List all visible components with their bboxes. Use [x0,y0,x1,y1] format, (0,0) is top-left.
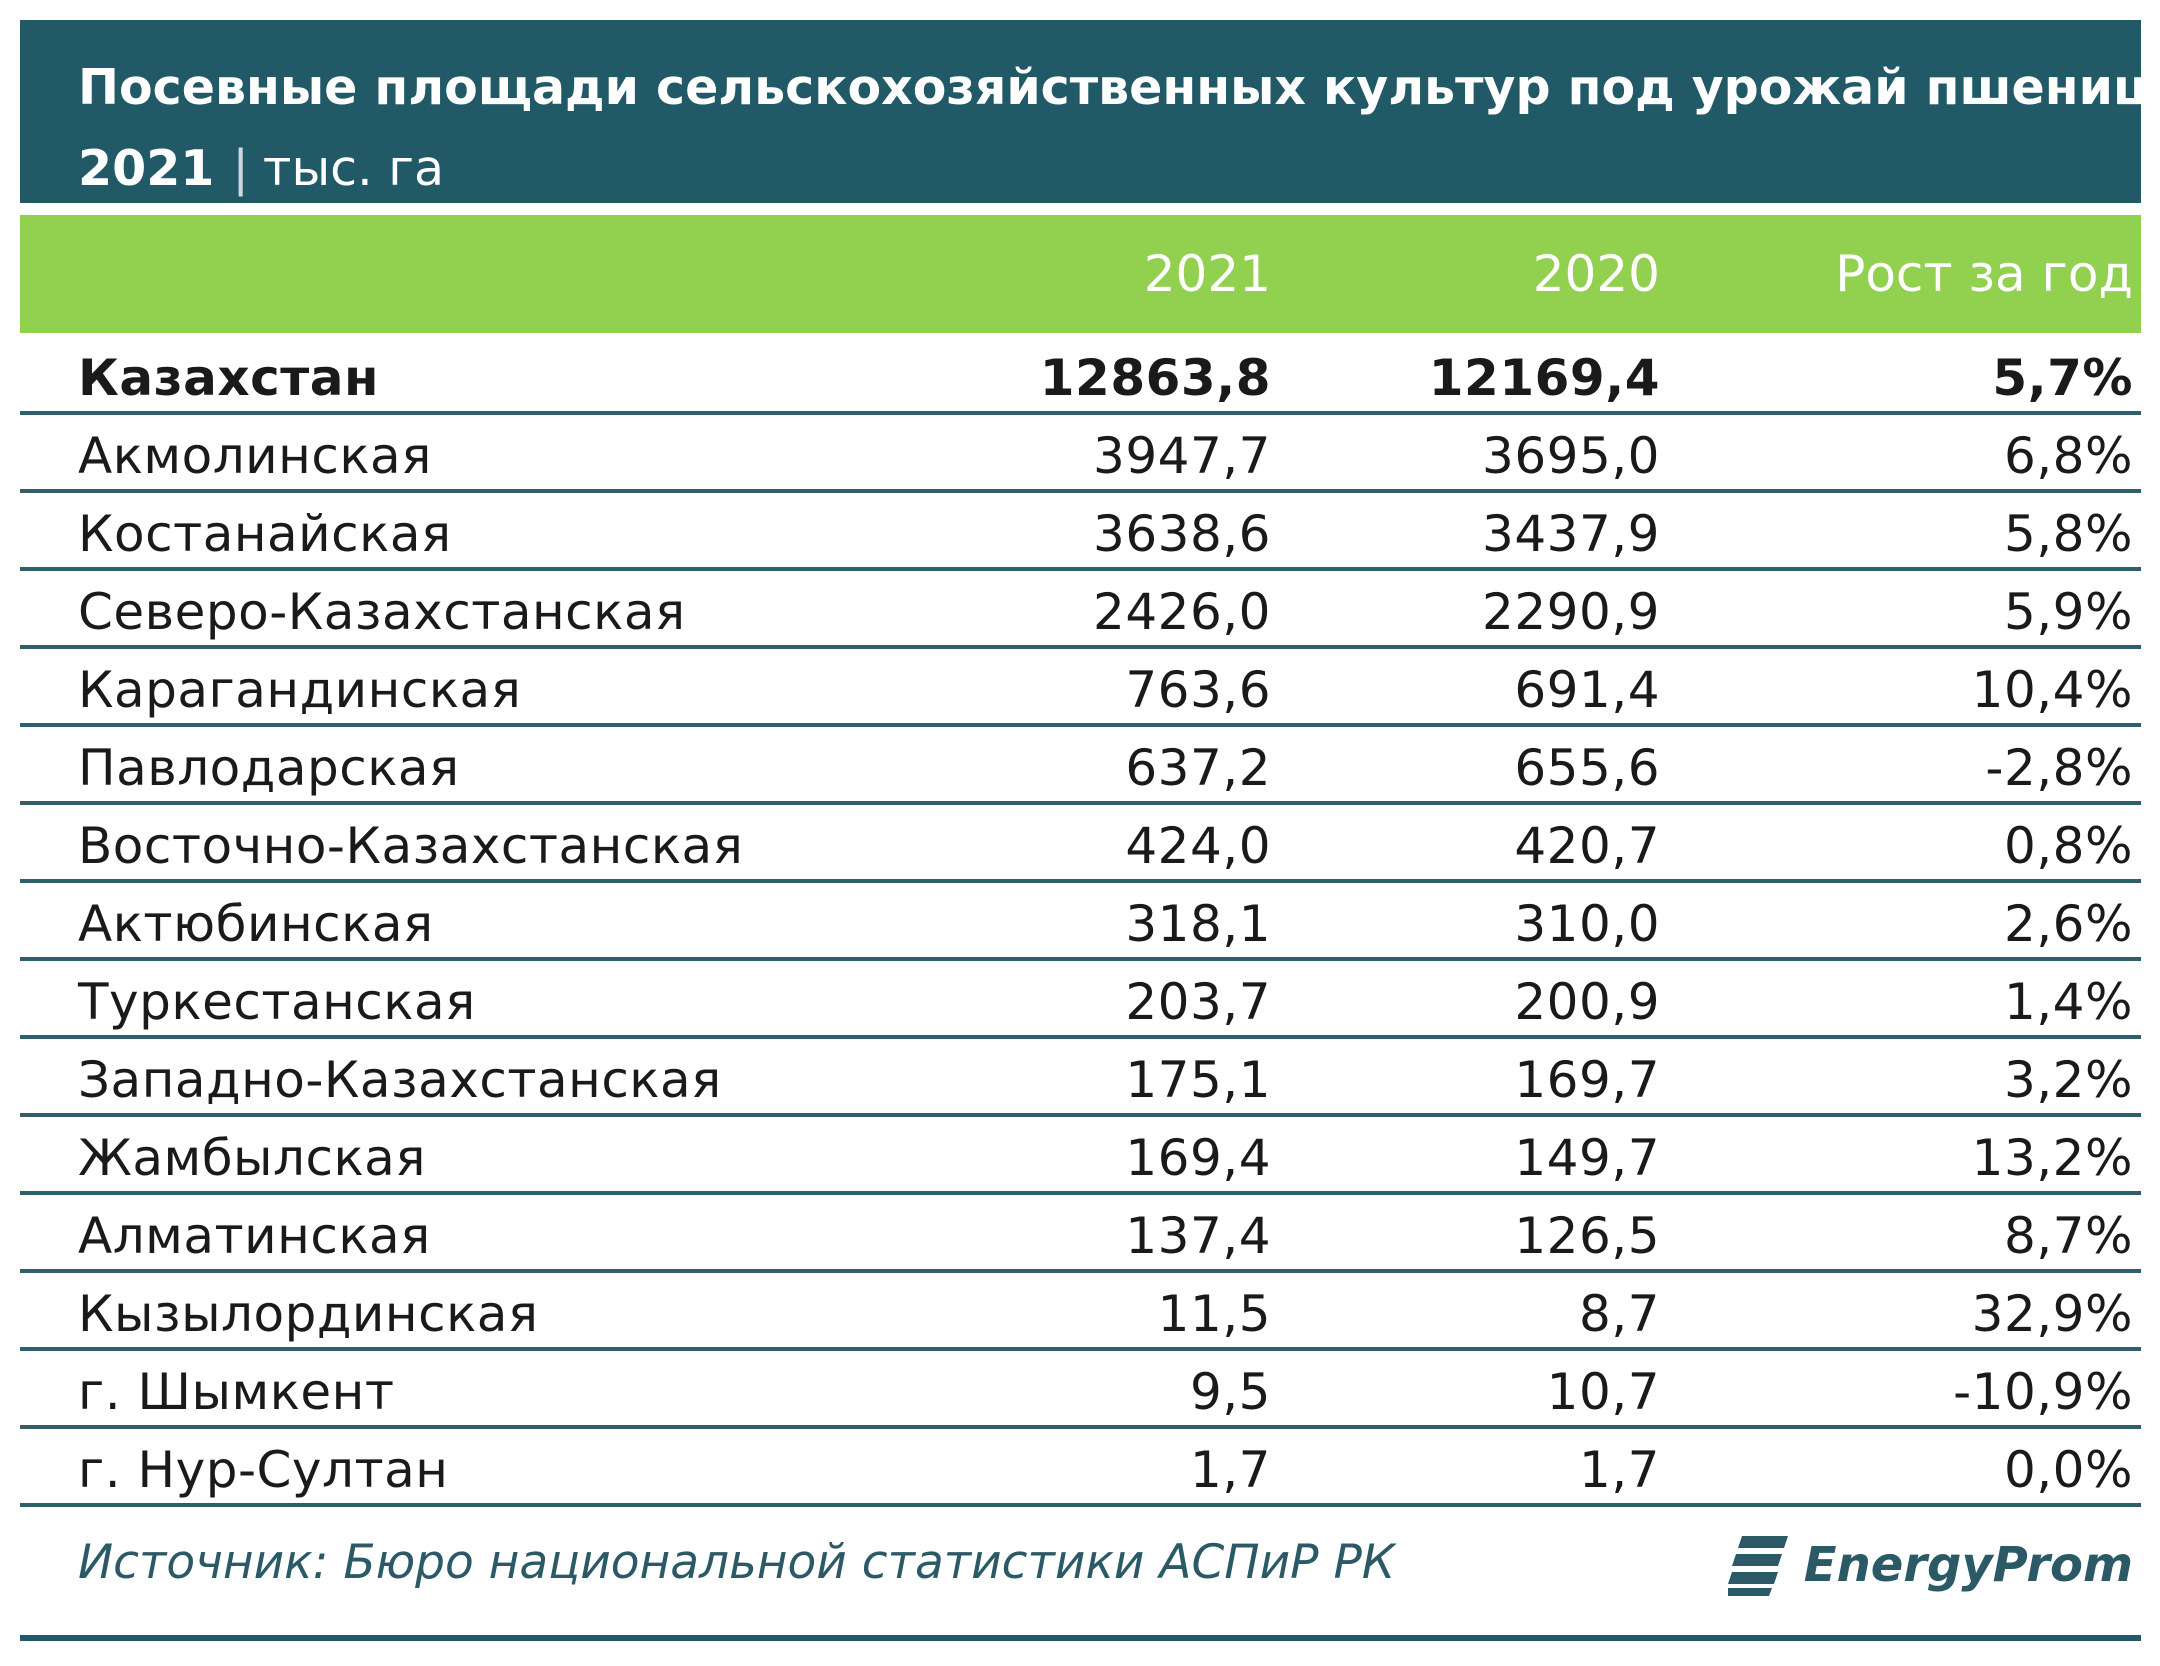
title-bar: Посевные площади сельскохозяйственных ку… [20,20,2160,203]
brand-logo: EnergyProm [1727,1525,2133,1605]
cell-2020: 200,9 [1514,973,1660,1031]
cell-name: Акмолинская [78,427,432,485]
cell-growth: 5,7% [1992,349,2133,407]
cell-2021: 203,7 [1125,973,1271,1031]
cell-name: Алматинская [78,1207,431,1265]
cell-2020: 126,5 [1514,1207,1660,1265]
cell-name: Западно-Казахстанская [78,1051,722,1109]
header-growth: Рост за год [1835,245,2133,303]
title-unit: тыс. га [262,140,445,197]
table-body: Казахстан 12863,8 12169,4 5,7% Акмолинск… [20,337,2141,1507]
table-row: Жамбылская 169,4 149,7 13,2% [20,1117,2141,1195]
cell-growth: 10,4% [1971,661,2133,719]
cell-2021: 1,7 [1189,1441,1271,1499]
page-title: Посевные площади сельскохозяйственных ку… [78,59,2160,116]
cell-2020: 12169,4 [1428,349,1660,407]
table-row: г. Нур-Султан 1,7 1,7 0,0% [20,1429,2141,1507]
source-note: Источник: Бюро национальной статистики А… [78,1535,1396,1590]
table-row: Алматинская 137,4 126,5 8,7% [20,1195,2141,1273]
cell-2020: 310,0 [1514,895,1660,953]
table-row: Туркестанская 203,7 200,9 1,4% [20,961,2141,1039]
cell-2020: 691,4 [1514,661,1660,719]
cell-name: Казахстан [78,349,380,407]
cell-name: г. Нур-Султан [78,1441,449,1499]
cell-2020: 2290,9 [1482,583,1660,641]
cell-2021: 424,0 [1125,817,1271,875]
table-row-total: Казахстан 12863,8 12169,4 5,7% [20,337,2141,415]
cell-2021: 12863,8 [1039,349,1271,407]
cell-name: Восточно-Казахстанская [78,817,744,875]
title-separator: | [232,140,249,197]
table-row: Западно-Казахстанская 175,1 169,7 3,2% [20,1039,2141,1117]
table-row: Акмолинская 3947,7 3695,0 6,8% [20,415,2141,493]
cell-growth: 1,4% [2003,973,2133,1031]
cell-growth: 3,2% [2003,1051,2133,1109]
cell-growth: 0,0% [2003,1441,2133,1499]
cell-2021: 637,2 [1125,739,1271,797]
table-row: Восточно-Казахстанская 424,0 420,7 0,8% [20,805,2141,883]
cell-growth: 8,7% [2003,1207,2133,1265]
cell-2020: 10,7 [1546,1363,1660,1421]
cell-name: Кызылординская [78,1285,539,1343]
cell-growth: -2,8% [1985,739,2133,797]
table-row: Карагандинская 763,6 691,4 10,4% [20,649,2141,727]
table-footer: Источник: Бюро национальной статистики А… [20,1507,2141,1641]
table-row: г. Шымкент 9,5 10,7 -10,9% [20,1351,2141,1429]
cell-2020: 3437,9 [1482,505,1660,563]
cell-growth: 0,8% [2003,817,2133,875]
title-subline: 2021 | тыс. га [78,130,2141,208]
cell-growth: 13,2% [1971,1129,2133,1187]
cell-2021: 3947,7 [1093,427,1271,485]
cell-2020: 169,7 [1514,1051,1660,1109]
cell-2021: 169,4 [1125,1129,1271,1187]
table-header: 2021 2020 Рост за год [20,215,2141,333]
cell-2021: 11,5 [1157,1285,1271,1343]
energyprom-logo-icon [1727,1536,1788,1596]
cell-2020: 8,7 [1578,1285,1660,1343]
header-2020: 2020 [1532,245,1660,303]
cell-name: Туркестанская [78,973,476,1031]
cell-growth: 32,9% [1971,1285,2133,1343]
cell-2021: 3638,6 [1093,505,1271,563]
cell-name: Карагандинская [78,661,522,719]
table-card: Посевные площади сельскохозяйственных ку… [20,20,2160,1641]
cell-2021: 175,1 [1125,1051,1271,1109]
cell-name: Костанайская [78,505,452,563]
cell-2020: 1,7 [1578,1441,1660,1499]
cell-growth: 5,9% [2003,583,2133,641]
cell-growth: 2,6% [2003,895,2133,953]
cell-2020: 420,7 [1514,817,1660,875]
cell-2020: 655,6 [1514,739,1660,797]
table-row: Северо-Казахстанская 2426,0 2290,9 5,9% [20,571,2141,649]
cell-growth: 6,8% [2003,427,2133,485]
logo-text: EnergyProm [1803,1537,2133,1593]
cell-2021: 318,1 [1125,895,1271,953]
cell-name: Актюбинская [78,895,434,953]
cell-name: Северо-Казахстанская [78,583,686,641]
header-2021: 2021 [1143,245,1271,303]
cell-name: Жамбылская [78,1129,426,1187]
table-row: Кызылординская 11,5 8,7 32,9% [20,1273,2141,1351]
table-row: Костанайская 3638,6 3437,9 5,8% [20,493,2141,571]
title-year: 2021 [78,140,215,197]
cell-name: г. Шымкент [78,1363,395,1421]
cell-2020: 149,7 [1514,1129,1660,1187]
cell-2021: 763,6 [1125,661,1271,719]
cell-2021: 2426,0 [1093,583,1271,641]
cell-growth: -10,9% [1953,1363,2133,1421]
table-row: Актюбинская 318,1 310,0 2,6% [20,883,2141,961]
table-row: Павлодарская 637,2 655,6 -2,8% [20,727,2141,805]
cell-name: Павлодарская [78,739,460,797]
cell-2020: 3695,0 [1482,427,1660,485]
cell-2021: 137,4 [1125,1207,1271,1265]
cell-2021: 9,5 [1189,1363,1271,1421]
cell-growth: 5,8% [2003,505,2133,563]
